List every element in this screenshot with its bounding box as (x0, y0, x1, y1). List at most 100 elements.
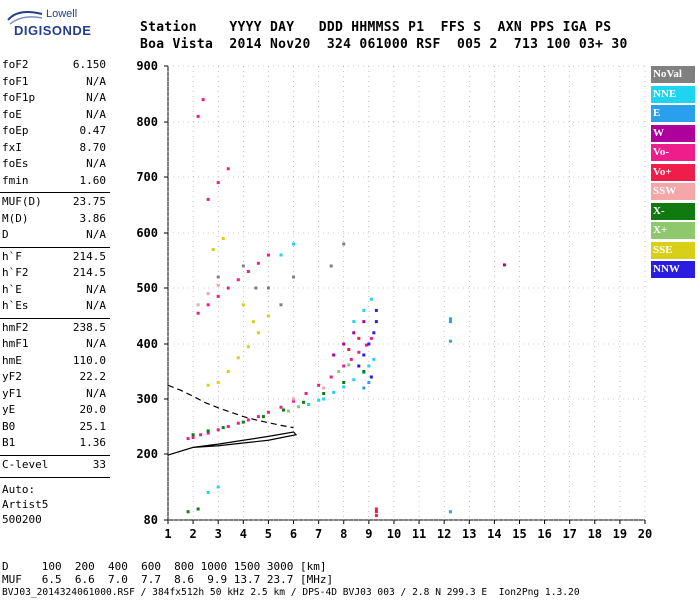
data-point-vo- (329, 375, 333, 379)
data-point-ssw (292, 397, 296, 401)
data-point-nne (332, 390, 336, 394)
param-row: foEs N/A (2, 157, 106, 174)
data-point-noval (254, 286, 258, 290)
data-point-vo- (236, 421, 240, 425)
data-point-e (448, 317, 452, 321)
data-point-x- (347, 363, 351, 367)
data-point-nne (367, 364, 371, 368)
param-row: fmin 1.60 (2, 174, 106, 191)
param-value: 25.1 (79, 419, 107, 433)
y-tick-label: 600 (136, 226, 158, 240)
legend-item: NNW (651, 261, 695, 278)
param-value: 0.47 (79, 124, 107, 137)
data-point-e (367, 381, 371, 384)
data-point-vo- (216, 428, 220, 432)
legend-item: NoVal (651, 66, 695, 83)
ionogram-chart: 1 2 3 4 5 6 7 8 9 10 11 12 13 14 15 16 17 18 19 20802003004… (136, 59, 652, 541)
data-point-nnw (367, 342, 371, 346)
data-point-vo- (256, 415, 260, 419)
data-point-vo- (216, 294, 220, 298)
legend-item: W (651, 124, 695, 142)
data-point-vo- (266, 410, 270, 414)
electron-density-profile-solid (167, 431, 298, 456)
param-name: h`F2 (2, 266, 29, 279)
data-point-nne (206, 491, 210, 494)
param-row: hmF2 238.5 (2, 321, 106, 338)
param-name: foF1p (2, 91, 36, 104)
legend-item: SSW (651, 183, 695, 200)
param-name: foEs (2, 157, 29, 170)
legend-item: X+ (651, 222, 695, 239)
data-point-x- (221, 426, 225, 430)
param-name: fxI (2, 140, 22, 154)
data-point-nne (322, 397, 326, 401)
param-row: yE 20.0 (2, 403, 106, 420)
data-point-noval (216, 275, 220, 279)
data-point-vo- (206, 197, 210, 201)
data-point-vo- (216, 181, 220, 185)
param-value: 214.5 (72, 249, 106, 263)
data-point-nnw (362, 353, 366, 357)
data-point-vo- (317, 383, 321, 387)
data-point-vo- (246, 270, 250, 273)
data-point-x- (337, 370, 341, 373)
param-name: hmE (2, 353, 22, 367)
data-point-sse (236, 356, 240, 360)
param-row: h`E N/A (2, 283, 106, 300)
data-point-e (448, 339, 452, 343)
data-point-e (448, 510, 452, 514)
x-tick-label: 4 (240, 527, 247, 541)
param-row: fxI 8.70 (2, 141, 106, 158)
data-point-nne (372, 357, 376, 361)
x-tick-label: 20 (638, 527, 652, 541)
data-point-w (342, 342, 346, 346)
param-name: foF2 (2, 58, 29, 71)
param-row: foF2 6.150 (2, 58, 106, 75)
autoscaler-line3: 500200 (2, 513, 42, 526)
param-value: 20.0 (79, 403, 107, 416)
data-point-x- (196, 507, 200, 511)
x-tick-label: 1 (164, 527, 171, 541)
param-name: B0 (2, 419, 16, 433)
data-point-w (352, 331, 356, 335)
param-name: hmF2 (2, 320, 29, 334)
param-value: 214.5 (72, 266, 106, 279)
param-row: h`F2 214.5 (2, 266, 106, 283)
param-value: N/A (86, 107, 106, 121)
x-tick-label: 18 (588, 527, 602, 541)
data-point-ssw (216, 283, 220, 287)
param-row: M(D) 3.86 (2, 212, 106, 229)
data-point-nne (307, 403, 311, 406)
data-point-noval (241, 264, 245, 268)
electron-density-profile-dashed (167, 384, 294, 429)
data-point-vo- (369, 336, 373, 340)
data-point-vo- (256, 261, 260, 265)
param-name: yF2 (2, 370, 22, 383)
header-line-1: Station YYYY DAY DDD HHMMSS P1 FFS S AXN… (140, 20, 612, 35)
param-name: B1 (2, 436, 16, 449)
data-point-x- (322, 392, 326, 395)
x-tick-label: 12 (437, 527, 451, 541)
param-name: hmF1 (2, 337, 29, 350)
data-point-sse (256, 331, 260, 335)
data-point-e (362, 386, 366, 390)
param-row: h`Es N/A (2, 299, 106, 316)
x-tick-label: 8 (340, 527, 347, 541)
data-point-vo- (374, 510, 378, 514)
data-point-vo- (199, 433, 203, 437)
y-tick-label: 200 (136, 447, 158, 461)
digisonde-logo: Lowell DIGISONDE (6, 6, 98, 42)
param-value: N/A (86, 386, 106, 400)
x-tick-label: 2 (189, 527, 196, 541)
y-tick-label: 700 (136, 170, 158, 184)
data-point-vo- (196, 114, 200, 118)
data-point-vo- (201, 98, 205, 102)
param-value: 3.86 (79, 211, 107, 225)
param-row: hmE 110.0 (2, 354, 106, 371)
param-name: MUF(D) (2, 195, 42, 208)
param-value: 1.60 (79, 173, 107, 187)
x-tick-label: 17 (562, 527, 576, 541)
data-point-sse (251, 320, 255, 324)
data-point-nne (352, 378, 356, 382)
logo-lowell-text: Lowell (46, 8, 78, 20)
